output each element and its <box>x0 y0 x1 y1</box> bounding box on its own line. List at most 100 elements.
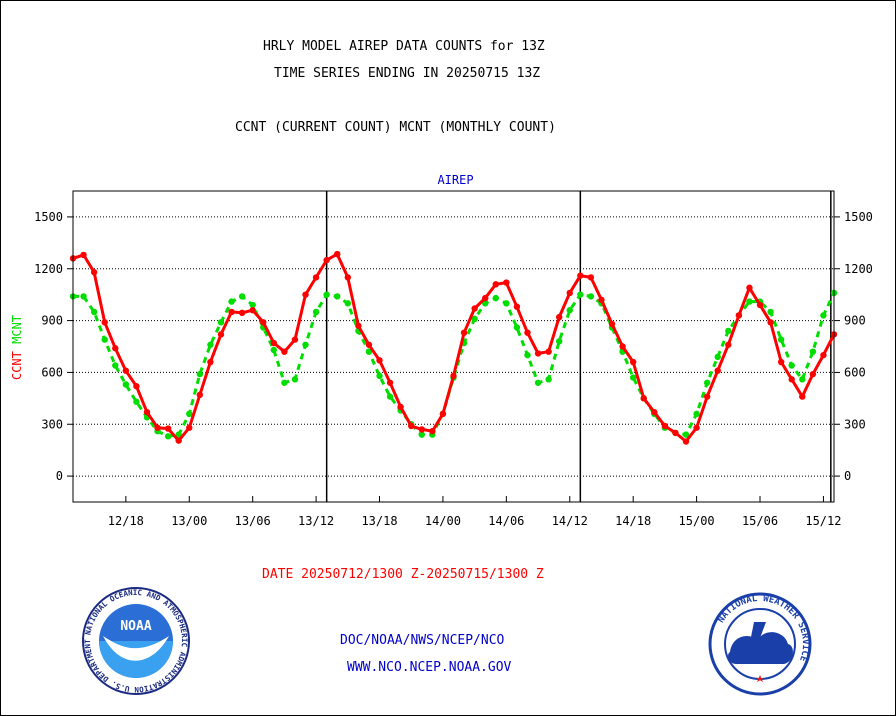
data-point-ccnt <box>534 350 542 357</box>
data-point-mcnt <box>725 327 732 335</box>
data-point-mcnt <box>291 376 299 383</box>
data-point-mcnt <box>323 291 330 298</box>
data-point-ccnt <box>355 322 362 329</box>
y-axis-label: CCNT MCNT <box>10 315 24 380</box>
data-point-mcnt <box>196 370 204 378</box>
data-point-mcnt <box>777 336 785 343</box>
data-point-ccnt <box>334 250 341 258</box>
data-point-ccnt <box>207 358 214 366</box>
noaa-logo-icon: NATIONAL OCEANIC AND ATMOSPHERIC ADMINIS… <box>81 586 190 695</box>
title-line-2: TIME SERIES ENDING IN 20250715 13Z <box>274 66 541 81</box>
date-range: DATE 20250712/1300 Z-20250715/1300 Z <box>262 567 544 582</box>
x-axis-ticks: 12/18 13/00 13/06 13/12 13/18 14/00 14/06 14/12… <box>108 496 841 528</box>
data-point-mcnt <box>629 374 637 381</box>
data-point-ccnt <box>238 309 246 317</box>
data-point-ccnt <box>122 367 130 374</box>
y-tick-label: 0 <box>844 469 851 483</box>
series-mcnt <box>69 289 838 440</box>
y-tick-label: 1500 <box>34 210 63 224</box>
y-tick-label: 1200 <box>844 262 873 276</box>
link-doc-noaa[interactable]: DOC/NOAA/NWS/NCEP/NCO <box>340 633 505 648</box>
data-point-mcnt <box>90 308 98 316</box>
data-point-ccnt <box>376 357 383 364</box>
data-point-mcnt <box>418 431 425 438</box>
x-tick-label: 13/18 <box>361 514 397 528</box>
x-tick-label: 14/00 <box>425 514 461 528</box>
data-point-mcnt <box>386 393 394 400</box>
data-point-mcnt <box>238 293 246 300</box>
x-tick-label: 13/06 <box>235 514 271 528</box>
data-point-ccnt <box>460 329 468 336</box>
data-point-ccnt <box>90 269 98 276</box>
data-point-ccnt <box>492 281 499 288</box>
data-point-ccnt <box>186 424 193 431</box>
y-tick-label: 900 <box>844 314 866 328</box>
data-point-mcnt <box>228 298 235 305</box>
data-point-mcnt <box>175 431 182 438</box>
data-point-ccnt <box>154 424 161 431</box>
data-point-mcnt <box>809 348 817 355</box>
data-point-ccnt <box>577 272 584 279</box>
x-tick-label: 15/12 <box>805 514 841 528</box>
data-point-mcnt <box>545 376 552 383</box>
data-point-ccnt <box>725 341 732 348</box>
data-point-ccnt <box>503 279 510 286</box>
data-point-ccnt <box>260 319 267 326</box>
data-point-ccnt <box>228 308 235 316</box>
data-point-ccnt <box>439 410 447 418</box>
y-tick-label: 1500 <box>844 210 873 224</box>
data-point-ccnt <box>566 289 573 297</box>
data-point-ccnt <box>471 305 478 312</box>
data-point-mcnt <box>133 398 140 405</box>
y-axis-right-ticks: 0 300 600 900 1200 1500 <box>834 210 873 483</box>
data-point-ccnt <box>788 376 795 383</box>
data-point-mcnt <box>281 379 288 386</box>
data-point-mcnt <box>524 351 531 359</box>
data-point-ccnt <box>714 367 721 374</box>
data-point-ccnt <box>767 319 774 326</box>
x-tick-label: 14/18 <box>615 514 651 528</box>
x-tick-label: 12/18 <box>108 514 144 528</box>
data-point-mcnt <box>122 381 130 388</box>
data-point-ccnt <box>524 329 531 336</box>
data-point-mcnt <box>302 341 309 348</box>
data-point-mcnt <box>492 294 499 302</box>
data-point-ccnt <box>661 422 669 430</box>
data-point-ccnt <box>619 343 626 350</box>
data-point-mcnt <box>682 431 690 438</box>
data-point-mcnt <box>217 319 225 326</box>
link-nco-website[interactable]: WWW.NCO.NCEP.NOAA.GOV <box>347 660 512 675</box>
y-tick-label: 300 <box>41 417 63 431</box>
data-point-ccnt <box>693 424 700 431</box>
data-point-ccnt <box>175 437 182 444</box>
data-point-ccnt <box>799 393 806 400</box>
data-point-ccnt <box>608 320 616 328</box>
y-tick-label: 600 <box>844 365 866 379</box>
data-point-ccnt <box>270 339 278 347</box>
data-point-mcnt <box>746 298 753 305</box>
series-lines <box>69 250 838 445</box>
y-tick-label: 1200 <box>34 262 63 276</box>
data-point-mcnt <box>365 348 373 355</box>
data-point-mcnt <box>577 291 584 298</box>
data-point-mcnt <box>693 410 700 418</box>
noaa-logo-text: NOAA <box>120 619 151 634</box>
data-point-ccnt <box>555 313 563 321</box>
data-point-ccnt <box>450 372 457 380</box>
y-axis-label-mcnt: MCNT <box>10 315 24 351</box>
data-point-mcnt <box>503 300 510 307</box>
data-point-ccnt <box>587 274 595 281</box>
x-tick-label: 14/06 <box>488 514 524 528</box>
data-point-mcnt <box>112 362 119 369</box>
data-point-ccnt <box>196 391 204 399</box>
y-tick-label: 300 <box>844 417 866 431</box>
data-point-mcnt <box>788 362 795 369</box>
data-point-ccnt <box>809 370 817 378</box>
data-point-ccnt <box>682 438 690 445</box>
data-point-ccnt <box>312 274 320 281</box>
x-tick-label: 13/12 <box>298 514 334 528</box>
data-point-ccnt <box>735 312 743 319</box>
data-point-mcnt <box>513 324 521 331</box>
data-point-mcnt <box>714 353 721 361</box>
